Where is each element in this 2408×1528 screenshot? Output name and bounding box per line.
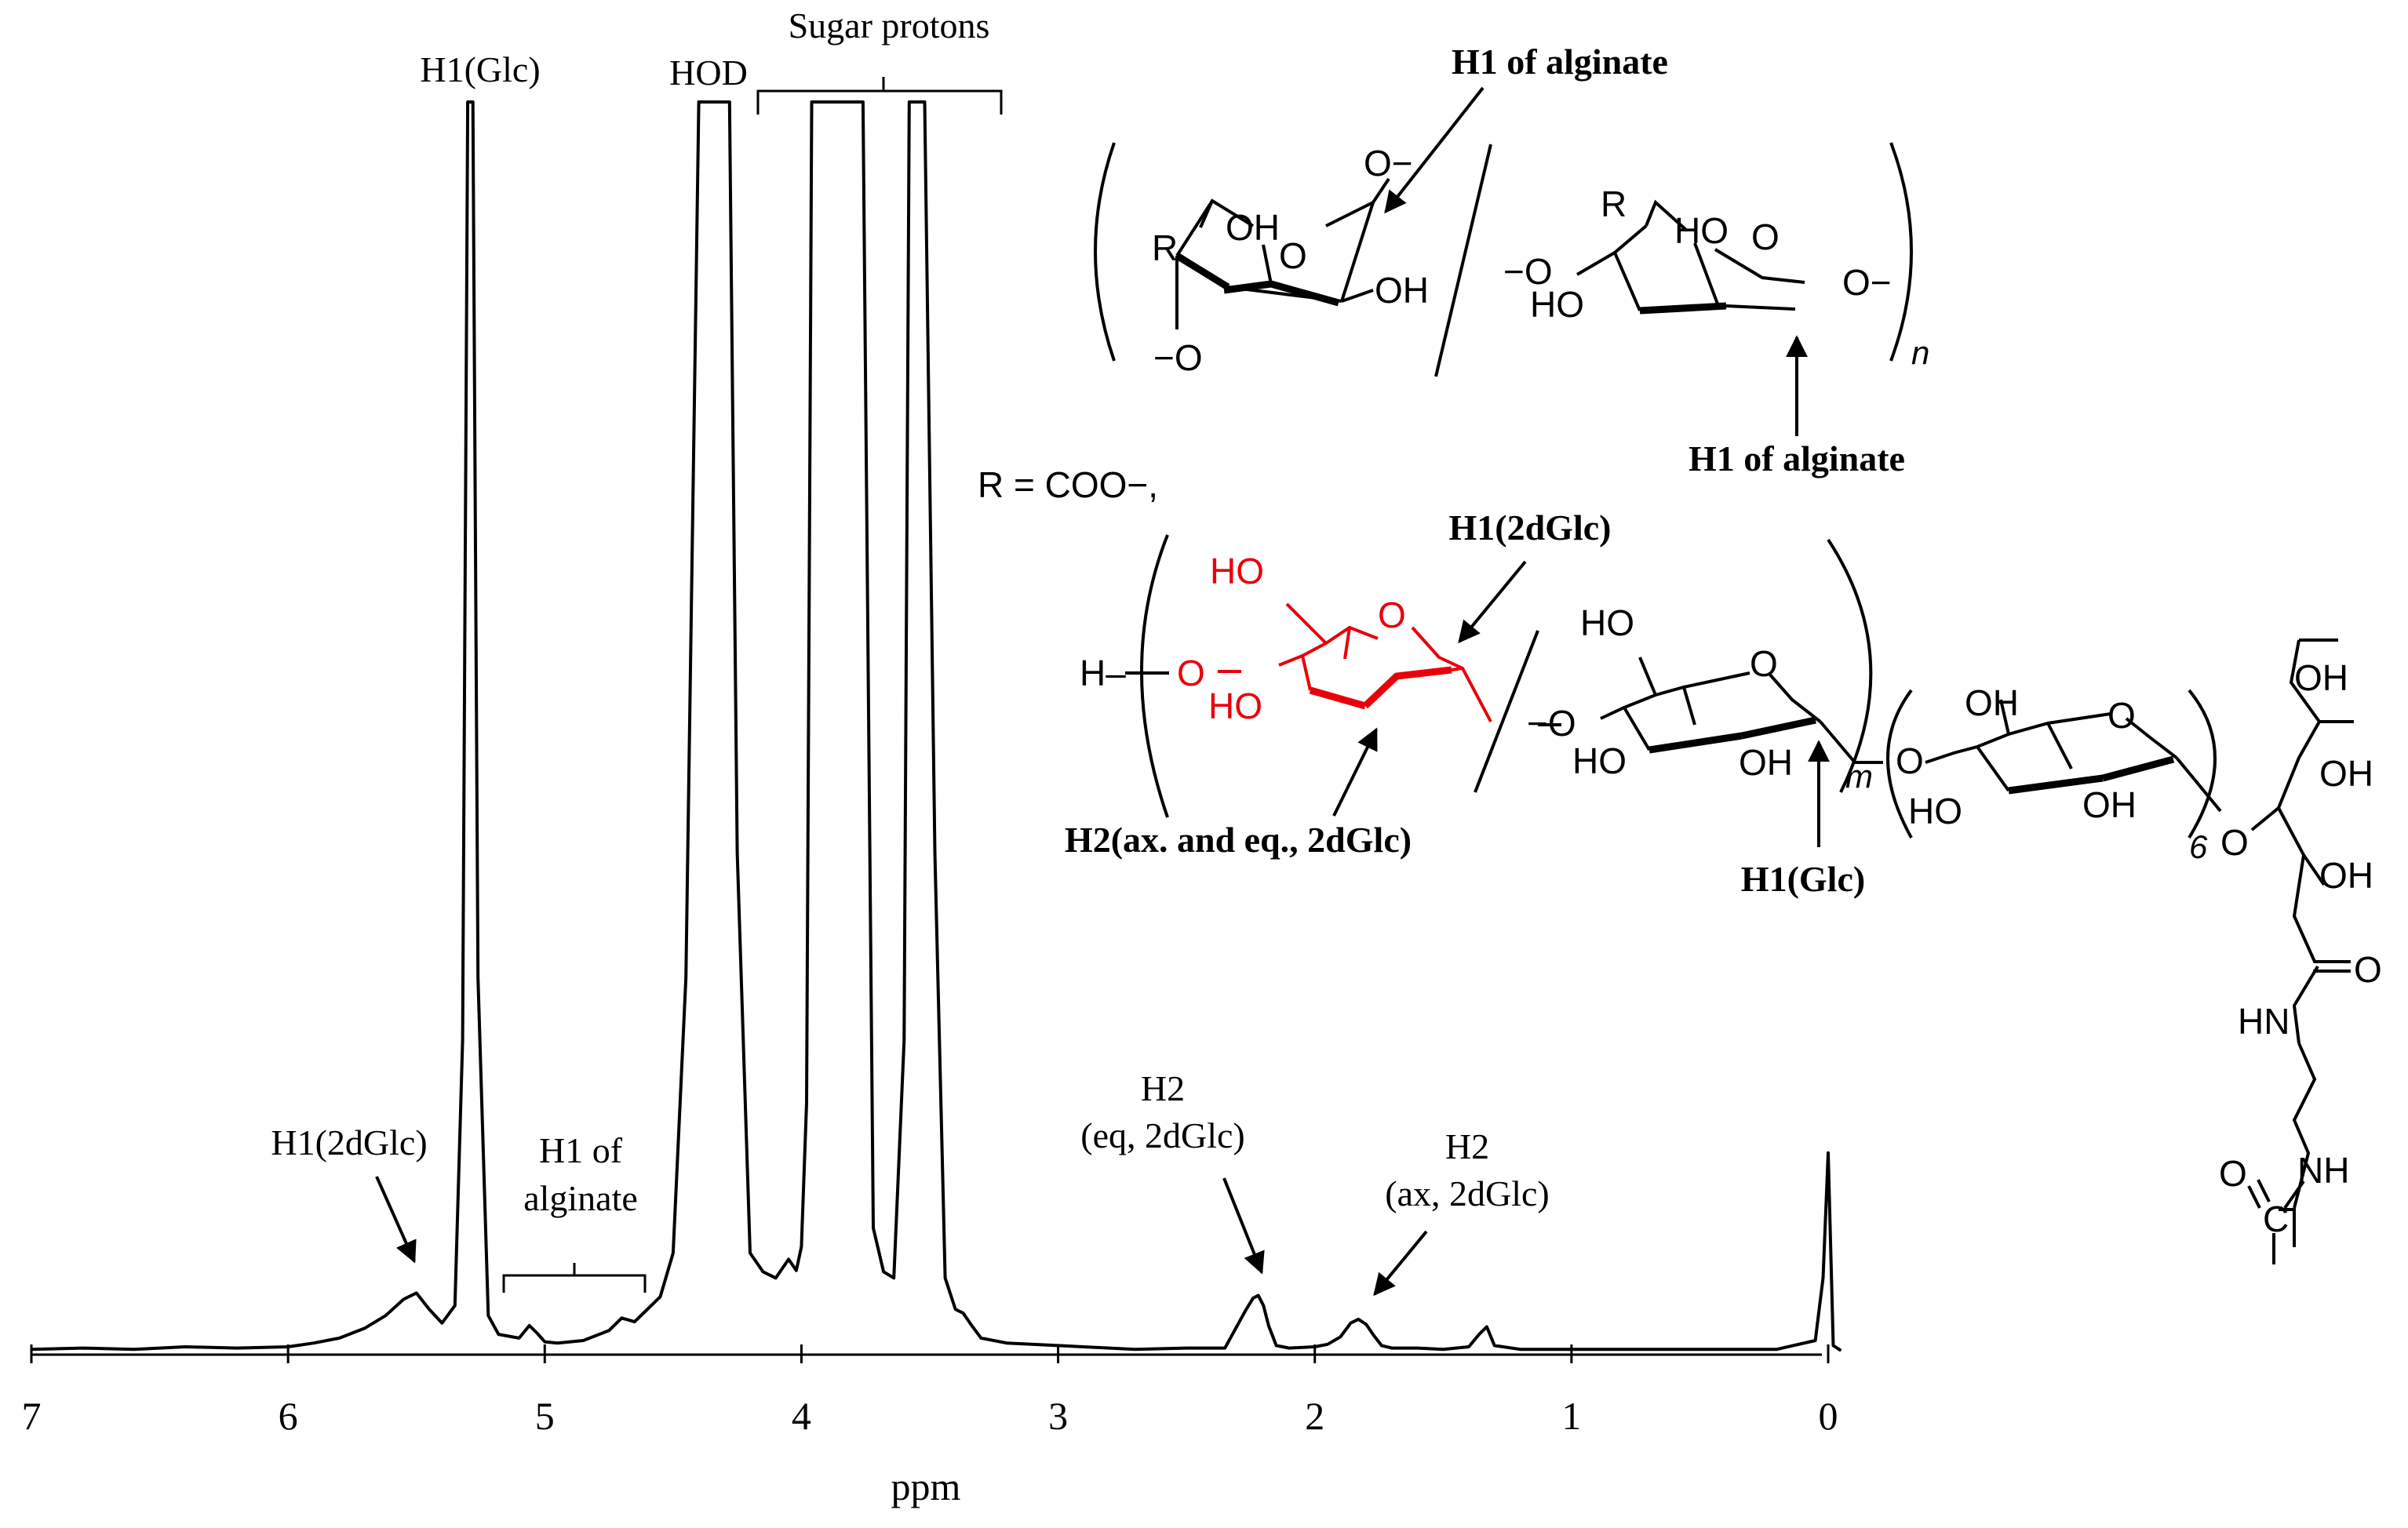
- bracket-right-glc6: [2188, 689, 2217, 839]
- ring-2dglc: [1218, 602, 1492, 722]
- x-axis-label: ppm: [891, 1464, 961, 1508]
- subscript-6: 6: [2189, 828, 2208, 865]
- atom-o-minus-top-left: O−: [1364, 143, 1413, 184]
- atom-minus-o-left-bottom: −O: [1153, 337, 1203, 378]
- label-h1-2dglc: H1(2dGlc): [1449, 508, 1612, 548]
- arrow-h1-alginate-top: [1384, 86, 1485, 214]
- bond-ac-co-1: [2247, 1185, 2261, 1209]
- bond-ac-co-2: [2257, 1179, 2271, 1202]
- subscript-n: n: [1911, 334, 1929, 371]
- bracket-right-glc: [1827, 538, 1873, 793]
- x-tick-label: 7: [22, 1394, 42, 1438]
- annotation-hod: HOD: [669, 53, 748, 93]
- chain-divider: [1474, 630, 1539, 793]
- atom-oh-left-top: OH: [1226, 207, 1280, 248]
- peak-annotations: H1(Glc) HOD Sugar protons H1(2dGlc) H1 o…: [271, 5, 1550, 1297]
- ring-glc-6: [1925, 699, 2222, 813]
- annotation-h1-alginate-line2: alginate: [523, 1178, 638, 1218]
- bracket-left-alginate: [1094, 142, 1116, 362]
- arrow-h2-ax: [1373, 1230, 1428, 1297]
- annotation-h1-glc: H1(Glc): [420, 49, 540, 89]
- bracket-left-2dglc: [1140, 534, 1169, 818]
- atom-nh: NH: [2297, 1150, 2349, 1191]
- annotation-h1-alginate-line1: H1 of: [539, 1130, 623, 1170]
- label-h1-glc: H1(Glc): [1741, 859, 1865, 899]
- h1-alginate-brace: [502, 1263, 647, 1293]
- atom-o-glc-ring: O: [1750, 643, 1778, 684]
- label-h2-2dglc: H2(ax. and eq., 2dGlc): [1065, 820, 1412, 860]
- arrow-h1-2dglc: [375, 1176, 417, 1264]
- annotation-h1-2dglc: H1(2dGlc): [271, 1122, 427, 1162]
- nmr-spectrum-chart: 7 6 5 4 3 2 1 0 ppm: [22, 100, 1842, 1508]
- atom-o-acetyl: O: [2219, 1153, 2247, 1194]
- x-tick-label: 4: [792, 1394, 811, 1438]
- atom-ho-right-bottom: HO: [1530, 284, 1584, 325]
- chemical-structure: R OH O O− OH −O R HO O −O HO O− n H1: [978, 42, 2382, 1264]
- atom-oh-chain-2: OH: [2319, 753, 2373, 794]
- atom-o-ring-left: O: [1279, 235, 1307, 276]
- atom-c-acetyl: C: [2263, 1199, 2289, 1239]
- atom-oh-glc6-right: OH: [2082, 784, 2137, 825]
- atom-minus-o-glc: −O: [1527, 703, 1576, 744]
- x-tick-label: 6: [279, 1394, 298, 1438]
- atom-o-glc6-ring: O: [2107, 695, 2136, 736]
- arrow-h1-2dglc-structure: [1458, 560, 1527, 644]
- bracket-left-glc6: [1886, 689, 1913, 839]
- alginate-divider: [1434, 144, 1492, 377]
- atom-ho-right-top: HO: [1674, 210, 1729, 251]
- annotation-h2-eq-line1: H2: [1141, 1068, 1185, 1108]
- atom-oh-chain-1: OH: [2294, 657, 2348, 698]
- label-h1-alginate-bottom: H1 of alginate: [1689, 438, 1905, 478]
- spectrum-trace: [31, 100, 1842, 1352]
- atom-o-2dglc-ring: O: [1378, 595, 1406, 635]
- atom-o-amide: O: [2354, 949, 2382, 990]
- alginate-ring-right: [1576, 199, 1805, 315]
- linker-chain: [2250, 638, 2354, 1247]
- r-definition: R = COO−,: [978, 464, 1158, 505]
- atom-ho-2dglc-top: HO: [1210, 551, 1264, 591]
- atom-ho-2dglc-bottom: HO: [1208, 686, 1262, 726]
- bond-ac-n: [2283, 1180, 2305, 1210]
- annotation-h2-eq-line2: (eq, 2dGlc): [1080, 1115, 1244, 1155]
- x-axis-ticks: 7 6 5 4 3 2 1 0: [22, 1344, 1838, 1438]
- x-tick-label: 0: [1819, 1394, 1838, 1438]
- atom-oh-left-right: OH: [1375, 270, 1429, 311]
- annotation-h2-ax-line2: (ax, 2dGlc): [1385, 1173, 1549, 1213]
- x-tick-label: 5: [535, 1394, 555, 1438]
- atom-o-glycosidic-1: O: [1896, 740, 1924, 781]
- atom-h-2dglc: H–: [1080, 653, 1126, 693]
- atom-ho-glc-top: HO: [1580, 602, 1634, 643]
- atom-ho-glc6-bottom: HO: [1908, 791, 1962, 831]
- x-tick-label: 2: [1305, 1394, 1324, 1438]
- alginate-ring-left: [1175, 177, 1390, 329]
- atom-ho-glc-bottom: HO: [1572, 740, 1627, 781]
- subscript-m: m: [1845, 758, 1873, 795]
- annotation-sugar-protons: Sugar protons: [789, 5, 990, 45]
- atom-r-left: R: [1152, 227, 1178, 268]
- label-h1-alginate-top: H1 of alginate: [1452, 42, 1668, 82]
- atom-oh-glc6-top: OH: [1965, 682, 2019, 723]
- atom-hn: HN: [2238, 1001, 2290, 1042]
- atom-oh-chain-3: OH: [2319, 855, 2373, 896]
- x-tick-label: 3: [1048, 1394, 1068, 1438]
- glucan-chain: H– O HO O HO −O HO O HO OH m: [1065, 508, 2382, 1264]
- atom-o-glycosidic-2: O: [2220, 822, 2249, 863]
- x-tick-label: 1: [1561, 1394, 1581, 1438]
- bracket-right-alginate: [1889, 142, 1913, 362]
- atom-oh-glc-bottom: OH: [1739, 742, 1793, 783]
- arrow-h2-2dglc-structure: [1332, 727, 1378, 817]
- sugar-protons-brace: [756, 77, 1003, 115]
- annotation-h2-ax-line1: H2: [1445, 1126, 1489, 1166]
- atom-o-minus-right: O−: [1842, 262, 1892, 303]
- arrow-h2-eq: [1222, 1177, 1265, 1275]
- atom-r-right: R: [1601, 184, 1627, 224]
- alginate-repeat-unit: R OH O O− OH −O R HO O −O HO O− n H1: [1094, 42, 1929, 478]
- ring-glc-m: [1538, 657, 1883, 764]
- atom-minus-o-right: −O: [1503, 251, 1553, 292]
- atom-o-ring-right: O: [1751, 216, 1780, 257]
- atom-o-2dglc-left: O: [1177, 653, 1205, 693]
